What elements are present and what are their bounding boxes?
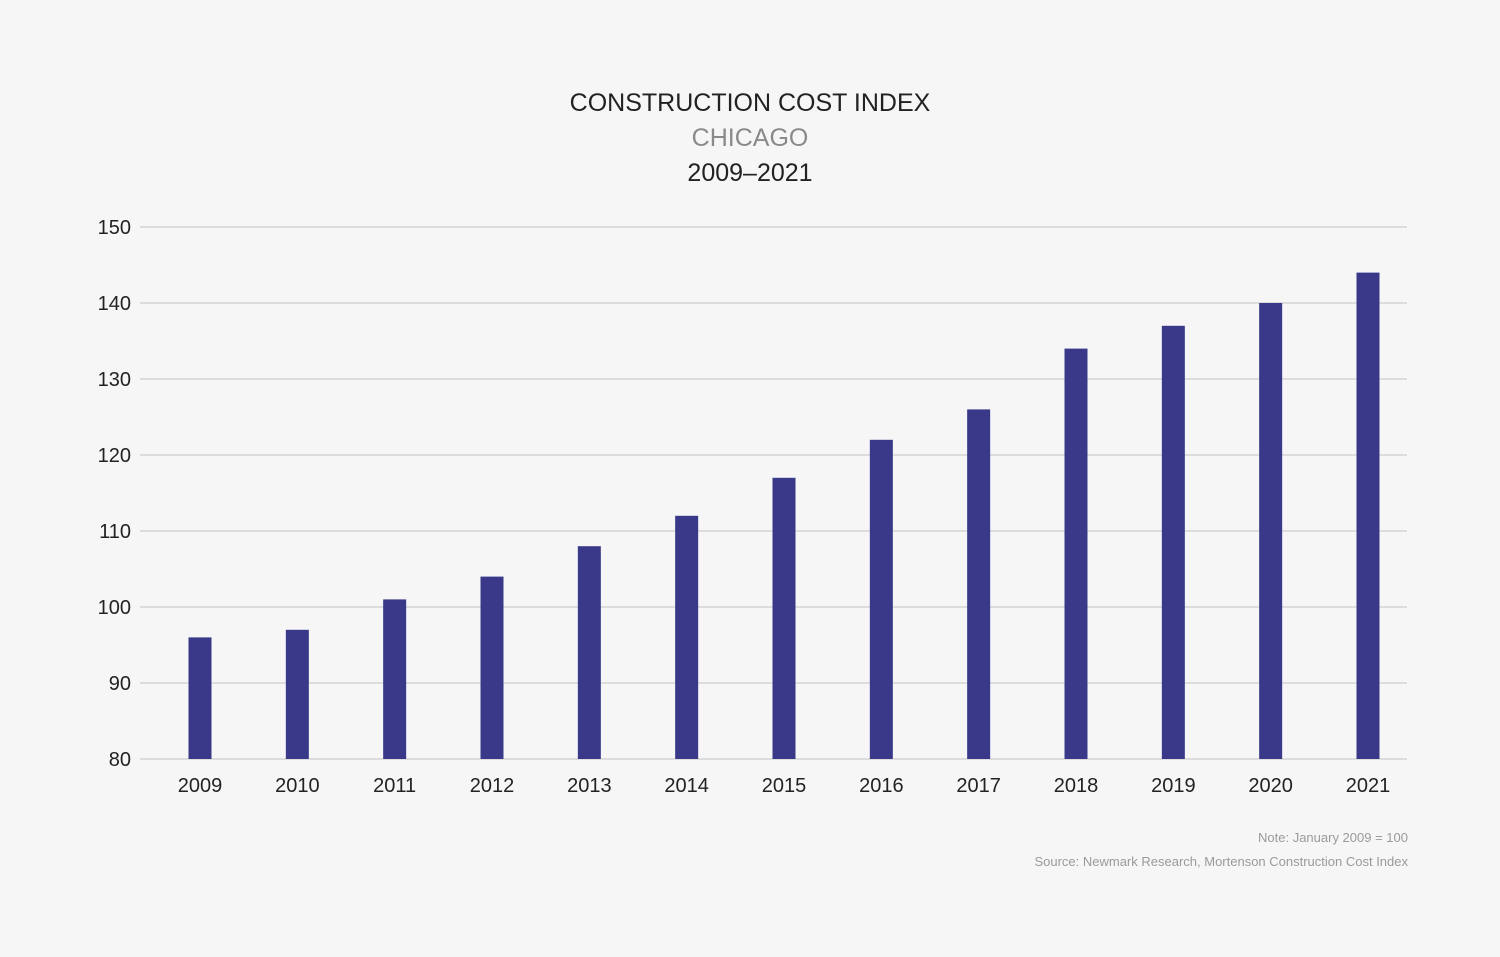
x-tick-label: 2015 [762, 775, 807, 797]
x-tick-label: 2016 [859, 775, 904, 797]
bar [675, 515, 699, 759]
x-tick-label: 2010 [275, 775, 320, 797]
x-tick-label: 2018 [1054, 775, 1099, 797]
chart-subtitle: CHICAGO [691, 124, 809, 152]
y-tick-label: 90 [109, 673, 131, 695]
chart-notes: Note: January 2009 = 100 Source: Newmark… [1034, 826, 1408, 874]
y-tick-label: 150 [98, 217, 131, 239]
x-tick-label: 2014 [664, 775, 709, 797]
bar [1064, 348, 1088, 759]
chart-period: 2009–2021 [687, 159, 813, 187]
y-tick-label: 110 [99, 521, 131, 543]
x-tick-label: 2020 [1248, 775, 1293, 797]
bar [1259, 303, 1283, 759]
y-axis: 80 90 100 110 120 130 140 150 [98, 217, 131, 771]
bar [577, 546, 601, 759]
x-tick-label: 2012 [470, 775, 515, 797]
bar [188, 637, 212, 759]
x-axis: 2009 2010 2011 2012 2013 2014 2015 2016 2017 2018… [178, 775, 1391, 797]
bar [1161, 325, 1185, 759]
x-tick-label: 2017 [956, 775, 1001, 797]
x-tick-label: 2009 [178, 775, 223, 797]
x-tick-label: 2021 [1346, 775, 1391, 797]
x-tick-label: 2019 [1151, 775, 1196, 797]
bar [480, 576, 504, 759]
source-text: Source: Newmark Research, Mortenson Cons… [1034, 854, 1408, 869]
y-tick-label: 120 [98, 445, 131, 467]
bar [1356, 272, 1380, 759]
chart-titles: CONSTRUCTION COST INDEX CHICAGO 2009–202… [0, 86, 1500, 191]
y-tick-label: 130 [98, 369, 131, 391]
bars [188, 272, 1380, 759]
bar [967, 409, 991, 759]
x-tick-label: 2011 [373, 775, 416, 797]
y-tick-label: 100 [98, 597, 131, 619]
chart-title: CONSTRUCTION COST INDEX [569, 89, 931, 117]
bar [772, 477, 796, 759]
bar [869, 439, 893, 759]
note-text: Note: January 2009 = 100 [1258, 830, 1408, 845]
bar [383, 599, 407, 759]
x-tick-label: 2013 [567, 775, 612, 797]
y-tick-label: 140 [98, 293, 131, 315]
bar [285, 629, 309, 759]
y-tick-label: 80 [109, 749, 131, 771]
